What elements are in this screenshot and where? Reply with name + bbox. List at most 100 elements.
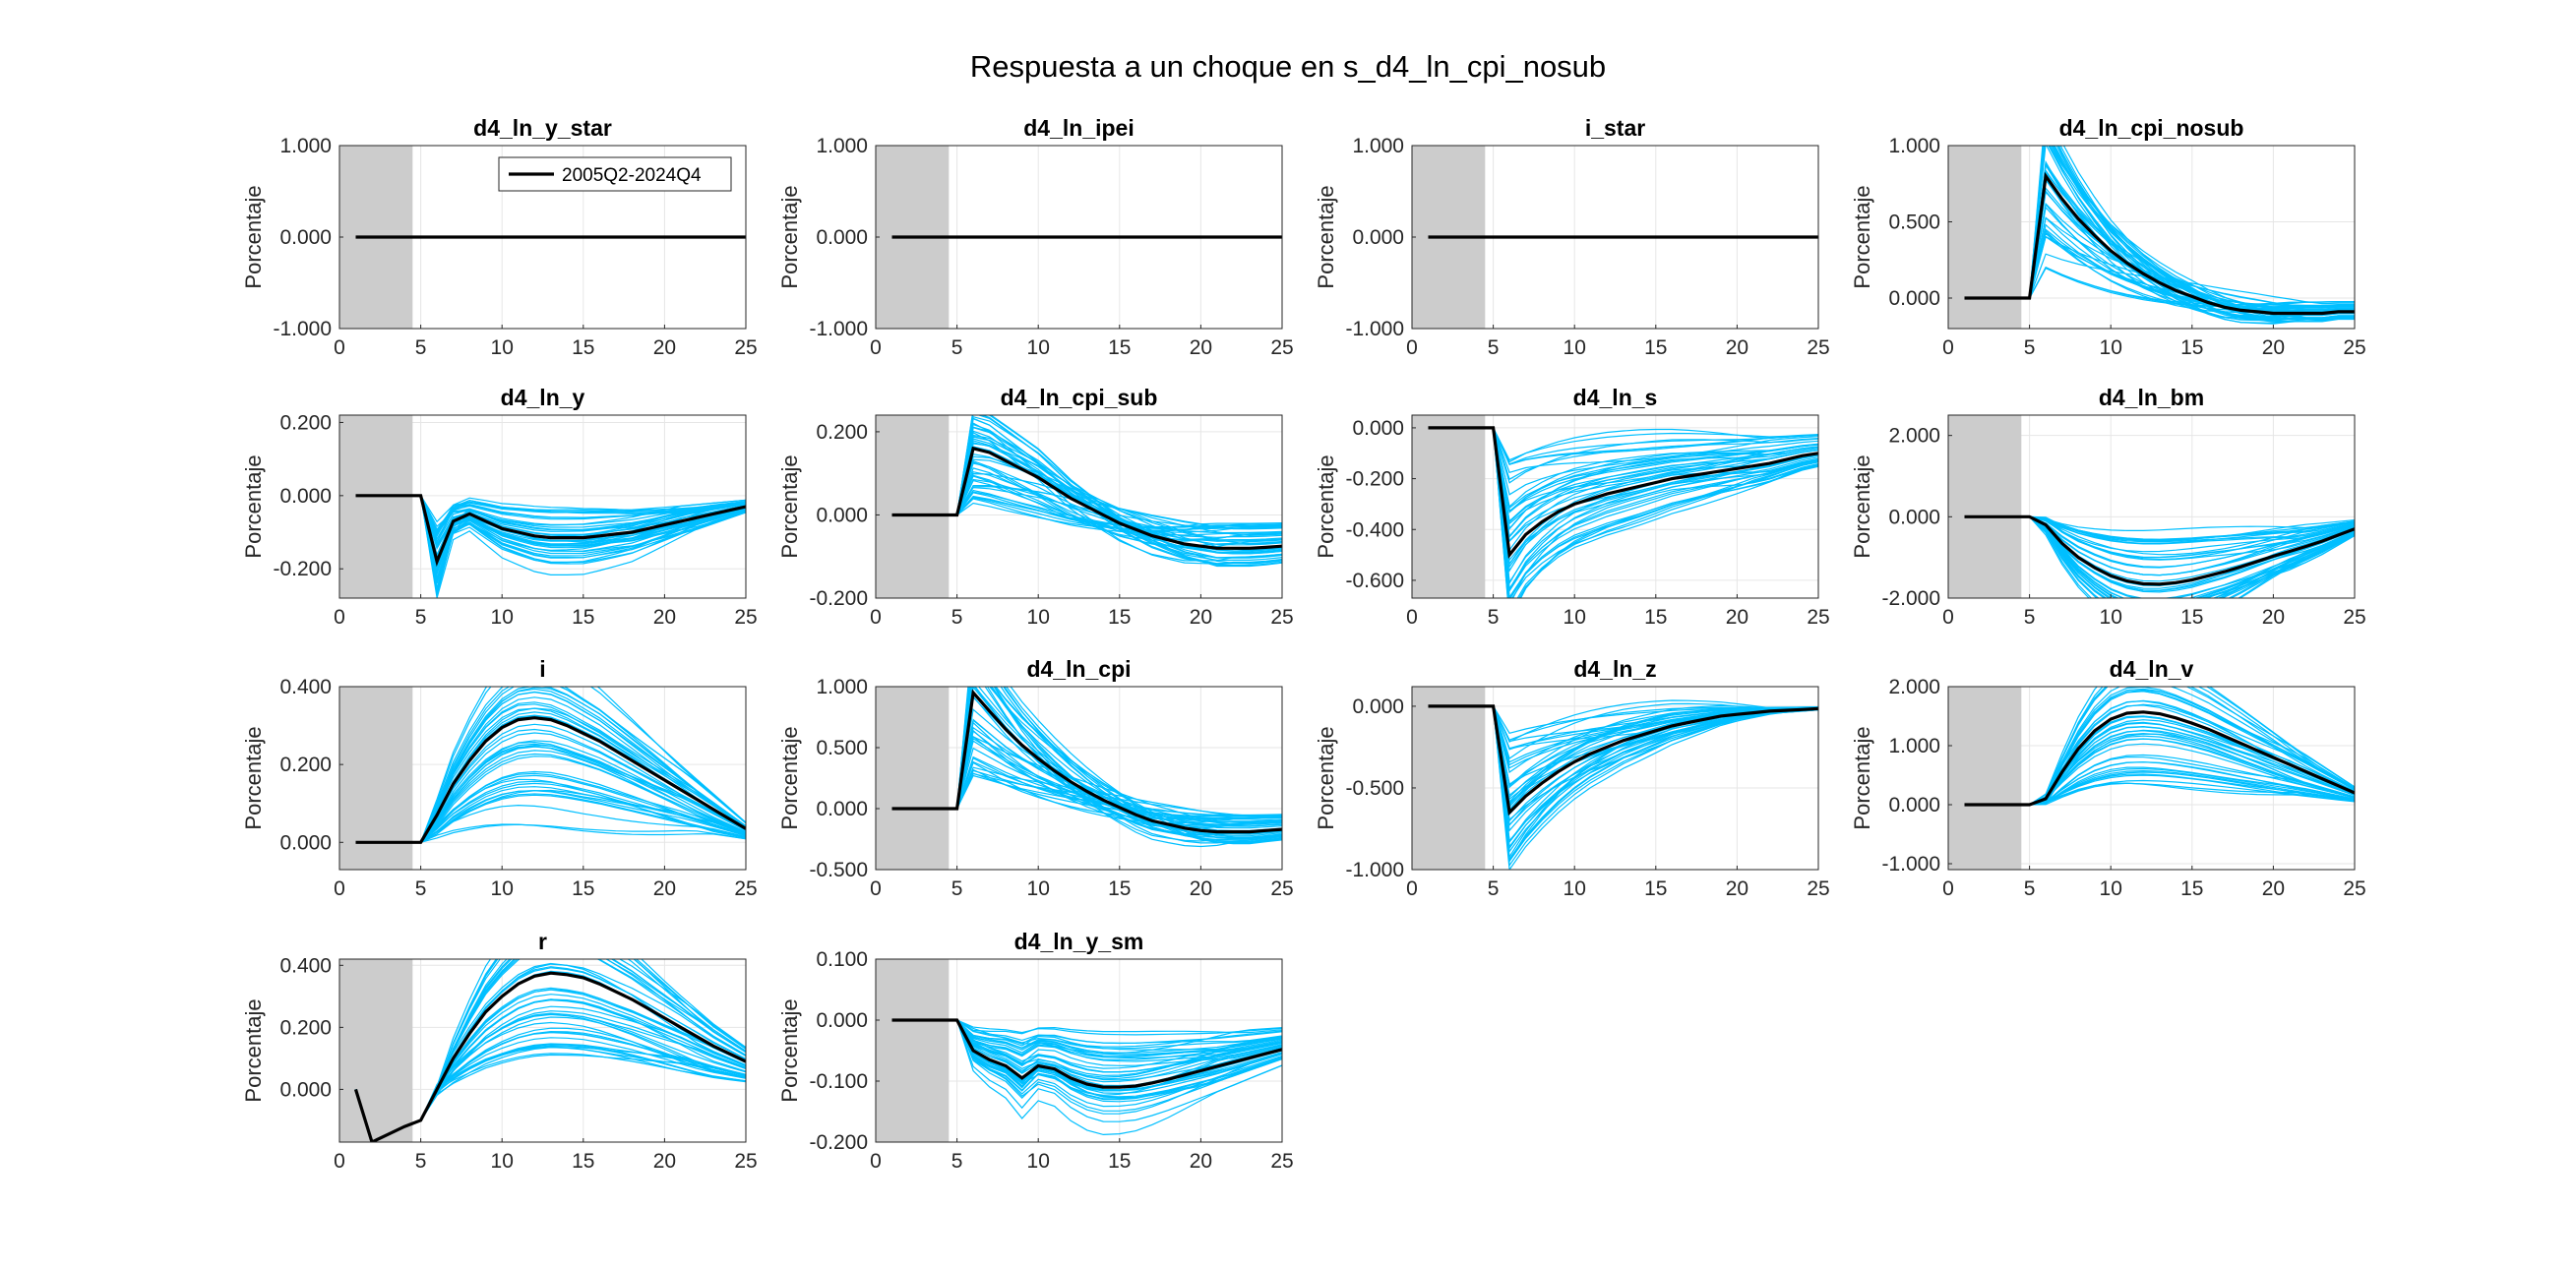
y-tick-label: -0.200 (809, 587, 868, 610)
baseline-line (1964, 171, 2355, 316)
axes-box (338, 414, 747, 599)
x-tick-label: 20 (653, 336, 676, 359)
baseline-line (1428, 704, 1818, 816)
axes-box (1411, 414, 1819, 599)
x-tick-label: 5 (2024, 877, 2036, 900)
subplot-d4_ln_s: 0 5 10 15 20 25 -0.600 -0.400 -0.200 0.000 d4_ln_s… (1314, 385, 1830, 629)
y-tick-label: 1.000 (279, 135, 332, 157)
x-tick-label: 25 (1270, 606, 1293, 629)
y-tick-label: 0.200 (279, 1016, 332, 1039)
x-tick-label: 15 (1108, 1150, 1131, 1173)
y-tick-label: 0.000 (279, 485, 332, 508)
y-tick-label: -1.000 (809, 318, 868, 340)
subplot-title: d4_ln_ipei (1023, 115, 1134, 141)
subplot-title: i_star (1585, 115, 1645, 141)
axes-box (338, 686, 747, 871)
shaded-region (1948, 415, 2022, 598)
x-tick-label: 15 (2180, 606, 2203, 629)
y-tick-label: 0.200 (279, 754, 332, 776)
y-tick-label: -0.200 (273, 558, 332, 580)
x-tick-label: 0 (1406, 877, 1418, 900)
x-tick-label: 25 (1270, 336, 1293, 359)
axes-box (338, 958, 747, 1143)
x-tick-label: 5 (951, 336, 963, 359)
axes-box (1411, 686, 1819, 871)
plot-lines (355, 687, 746, 844)
y-tick-label: 0.000 (816, 1009, 868, 1032)
x-tick-label: 25 (734, 336, 757, 359)
shaded-region (1948, 687, 2022, 870)
baseline-line (891, 446, 1282, 550)
subplot-r: 0 5 10 15 20 25 0.000 0.200 0.400 r Porcentaje (241, 929, 758, 1173)
y-axis-label: Porcentaje (241, 454, 266, 558)
x-tick-label: 0 (334, 336, 345, 359)
y-tick-label: 1.000 (1352, 135, 1404, 157)
x-tick-label: 20 (1190, 336, 1212, 359)
x-tick-label: 5 (415, 1150, 427, 1173)
x-tick-label: 15 (2180, 877, 2203, 900)
plot-lines (355, 494, 746, 598)
y-tick-label: 0.500 (1888, 212, 1940, 234)
x-tick-label: 15 (1644, 336, 1667, 359)
x-tick-label: 15 (572, 1150, 594, 1173)
plot-lines (891, 687, 1282, 848)
x-tick-label: 15 (2180, 336, 2203, 359)
baseline-line (355, 494, 746, 567)
x-tick-label: 5 (415, 336, 427, 359)
x-tick-label: 20 (1190, 606, 1212, 629)
axes-box (875, 958, 1283, 1143)
subplot-d4_ln_y_star: 0 5 10 15 20 25 -1.000 0.000 1.000 d4_ln_y_star Po… (241, 115, 758, 359)
x-tick-label: 5 (1488, 606, 1500, 629)
subplot-title: d4_ln_y_star (473, 115, 612, 141)
subplot-title: d4_ln_v (2110, 656, 2194, 682)
y-tick-label: 0.400 (279, 954, 332, 977)
y-tick-label: 2.000 (1888, 425, 1940, 448)
y-tick-label: 0.000 (1352, 695, 1404, 718)
x-tick-label: 25 (1807, 606, 1829, 629)
subplot-title: d4_ln_z (1573, 656, 1656, 682)
x-tick-label: 0 (1942, 336, 1954, 359)
y-axis-label: Porcentaje (241, 726, 266, 829)
plot-lines (891, 1018, 1282, 1136)
x-tick-label: 10 (1027, 606, 1050, 629)
y-axis-label: Porcentaje (1314, 726, 1338, 829)
subplot-i_star: 0 5 10 15 20 25 -1.000 0.000 1.000 i_star Porcenta… (1314, 115, 1830, 359)
y-tick-label: 0.000 (1352, 226, 1404, 249)
y-tick-label: 1.000 (816, 135, 868, 157)
x-tick-label: 0 (1406, 336, 1418, 359)
subplot-d4_ln_bm: 0 5 10 15 20 25 -2.000 0.000 2.000 d4_ln_bm Porcen… (1850, 385, 2366, 629)
x-tick-label: 10 (1027, 877, 1050, 900)
x-tick-label: 20 (2262, 877, 2285, 900)
shaded-region (876, 415, 950, 598)
y-tick-label: -0.200 (809, 1131, 868, 1154)
x-tick-label: 25 (1270, 1150, 1293, 1173)
x-tick-label: 25 (1807, 877, 1829, 900)
y-tick-label: 0.000 (816, 798, 868, 820)
subplot-title: d4_ln_bm (2099, 385, 2204, 410)
x-tick-label: 15 (1108, 877, 1131, 900)
x-tick-label: 25 (2343, 336, 2365, 359)
y-tick-label: 0.000 (1352, 417, 1404, 440)
x-tick-label: 10 (1027, 336, 1050, 359)
x-tick-label: 25 (2343, 877, 2365, 900)
x-tick-label: 20 (653, 1150, 676, 1173)
figure-title: Respuesta a un choque en s_d4_ln_cpi_nos… (969, 49, 1607, 84)
y-tick-label: 0.500 (816, 737, 868, 759)
x-tick-label: 0 (870, 1150, 882, 1173)
x-tick-label: 0 (870, 606, 882, 629)
baseline-line (1964, 514, 2355, 586)
subplot-d4_ln_cpi_nosub: 0 5 10 15 20 25 0.000 0.500 1.000 d4_ln_cpi_nosub… (1850, 115, 2366, 359)
x-tick-label: 5 (2024, 606, 2036, 629)
x-tick-label: 10 (2100, 606, 2122, 629)
y-tick-label: -1.000 (1881, 853, 1940, 876)
y-axis-label: Porcentaje (1850, 454, 1874, 558)
x-tick-label: 5 (415, 877, 427, 900)
y-tick-label: 1.000 (816, 676, 868, 698)
x-tick-label: 5 (415, 606, 427, 629)
shaded-region (339, 687, 413, 870)
plot-lines (1428, 699, 1818, 870)
x-tick-label: 20 (653, 606, 676, 629)
x-tick-label: 10 (1027, 1150, 1050, 1173)
x-tick-label: 0 (870, 336, 882, 359)
